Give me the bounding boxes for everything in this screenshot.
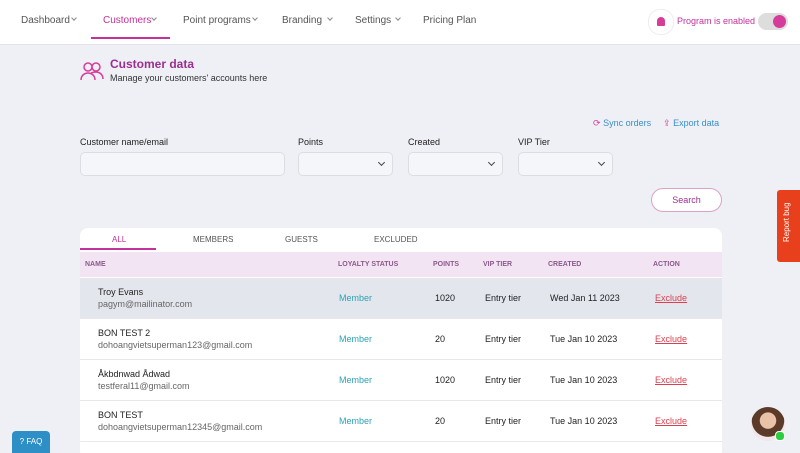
report-label: Report bug	[782, 202, 791, 242]
filter-label: Points	[298, 137, 324, 147]
nav-item[interactable]: Point programs	[183, 15, 251, 26]
created-date: Tue Jan 10 2023	[550, 334, 618, 344]
filter-label: Created	[408, 137, 441, 147]
exclude-link[interactable]: Exclude	[655, 375, 688, 385]
vip-tier: Entry tier	[485, 375, 522, 385]
tab[interactable]: EXCLUDED	[374, 235, 418, 244]
customer-name: Åkbdnwad Ådwad	[98, 369, 171, 379]
column-header: ACTION	[653, 261, 680, 268]
report-bug[interactable]: Report bug	[777, 190, 800, 262]
column-header: CREATED	[548, 261, 582, 268]
customer-name: BON TEST 2	[98, 328, 151, 338]
table-row[interactable]	[80, 278, 722, 319]
faq-label: FAQ	[26, 437, 43, 446]
page-subtitle: Manage your customers' accounts here	[110, 73, 268, 83]
filter-label: VIP Tier	[518, 137, 550, 147]
nav-item[interactable]: Customers	[103, 15, 152, 26]
customers-icon	[80, 62, 104, 81]
sync-label: Sync orders	[603, 118, 652, 128]
points: 20	[435, 334, 446, 344]
sync-orders[interactable]: ⟳ Sync orders	[593, 118, 652, 128]
nav-item[interactable]: Branding	[282, 15, 323, 26]
page-title: Customer data	[110, 57, 195, 71]
points: 20	[435, 416, 446, 426]
table-header	[80, 252, 722, 277]
bell-icon[interactable]	[648, 9, 674, 35]
column-header: NAME	[85, 261, 106, 268]
name-input[interactable]	[80, 152, 285, 176]
customer-name: Troy Evans	[98, 287, 144, 297]
tab[interactable]: ALL	[112, 235, 127, 244]
search-button[interactable]: Search	[651, 188, 722, 212]
tab-underline	[80, 248, 156, 250]
filter-label: Customer name/email	[80, 137, 169, 147]
exclude-link[interactable]: Exclude	[655, 416, 688, 426]
exclude-link[interactable]: Exclude	[655, 293, 688, 303]
export-label: Export data	[673, 118, 720, 128]
column-header: LOYALTY STATUS	[338, 261, 399, 268]
tab[interactable]: MEMBERS	[193, 235, 234, 244]
active-underline	[91, 37, 170, 39]
vip-tier: Entry tier	[485, 334, 522, 344]
created-select[interactable]	[408, 152, 503, 176]
nav-item[interactable]: Pricing Plan	[423, 15, 477, 26]
column-header: POINTS	[433, 261, 460, 268]
table-row[interactable]	[80, 319, 722, 360]
column-header: VIP TIER	[483, 261, 513, 268]
loyalty-status: Member	[339, 334, 373, 344]
loyalty-status: Member	[339, 416, 373, 426]
loyalty-status: Member	[339, 293, 373, 303]
faq-button[interactable]: ? FAQ	[12, 431, 50, 453]
customer-email: pagym@mailinator.com	[98, 299, 193, 309]
created-date: Tue Jan 10 2023	[550, 416, 618, 426]
tier-select[interactable]	[518, 152, 613, 176]
points: 1020	[435, 293, 456, 303]
exclude-link[interactable]: Exclude	[655, 334, 688, 344]
vip-tier: Entry tier	[485, 293, 522, 303]
table-row[interactable]	[80, 401, 722, 442]
chat-avatar[interactable]	[751, 407, 785, 441]
points-select[interactable]	[298, 152, 393, 176]
customer-email: testferal11@gmail.com	[98, 381, 190, 391]
customer-email: dohoangvietsuperman12345@gmail.com	[98, 422, 263, 432]
created-date: Wed Jan 11 2023	[550, 293, 620, 303]
tab[interactable]: GUESTS	[285, 235, 318, 244]
customer-email: dohoangvietsuperman123@gmail.com	[98, 340, 253, 350]
program-status: Program is enabled	[677, 16, 756, 26]
loyalty-status: Member	[339, 375, 373, 385]
created-date: Tue Jan 10 2023	[550, 375, 618, 385]
nav-item[interactable]: Dashboard	[21, 15, 70, 26]
customer-name: BON TEST	[98, 410, 143, 420]
toggle[interactable]	[758, 13, 788, 30]
table-row[interactable]	[80, 360, 722, 401]
nav-item[interactable]: Settings	[355, 15, 392, 26]
vip-tier: Entry tier	[485, 416, 522, 426]
points: 1020	[435, 375, 456, 385]
export-data[interactable]: ⇪ Export data	[663, 118, 720, 128]
